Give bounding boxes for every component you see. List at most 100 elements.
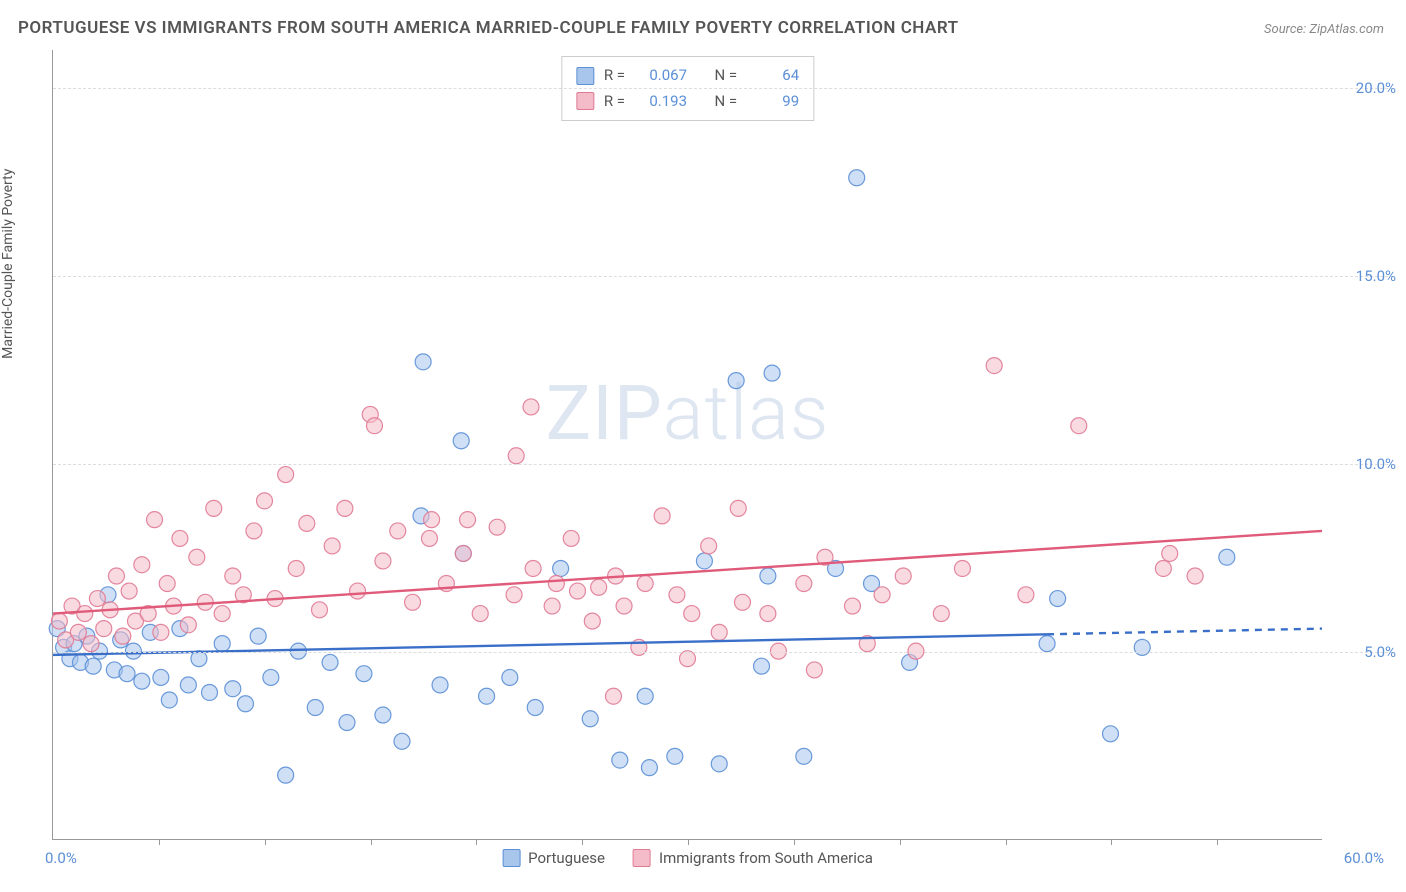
data-point: [696, 553, 712, 569]
data-point: [680, 651, 696, 667]
plot-svg: [53, 50, 1322, 839]
data-point: [453, 433, 469, 449]
data-point: [311, 602, 327, 618]
x-tick: [900, 839, 901, 845]
y-axis-label: Married-Couple Family Poverty: [0, 169, 16, 359]
y-tick-label: 10.0%: [1356, 455, 1396, 473]
data-point: [764, 365, 780, 381]
data-point: [844, 598, 860, 614]
y-tick-label: 20.0%: [1356, 79, 1396, 97]
data-point: [115, 628, 131, 644]
data-point: [895, 568, 911, 584]
data-point: [153, 669, 169, 685]
data-point: [1071, 418, 1087, 434]
series-label-immigrants: Immigrants from South America: [659, 849, 873, 867]
data-point: [350, 583, 366, 599]
data-point: [637, 688, 653, 704]
swatch-portuguese: [502, 849, 520, 867]
data-point: [390, 523, 406, 539]
data-point: [570, 583, 586, 599]
data-point: [161, 692, 177, 708]
data-point: [986, 358, 1002, 374]
data-point: [525, 560, 541, 576]
data-point: [134, 673, 150, 689]
data-point: [1050, 591, 1066, 607]
data-point: [874, 587, 890, 603]
data-point: [1134, 639, 1150, 655]
data-point: [432, 677, 448, 693]
x-tick: [1006, 839, 1007, 845]
data-point: [278, 767, 294, 783]
data-point: [405, 594, 421, 610]
data-point: [849, 170, 865, 186]
data-point: [728, 373, 744, 389]
data-point: [214, 636, 230, 652]
data-point: [641, 760, 657, 776]
data-point: [1018, 587, 1034, 603]
data-point: [108, 568, 124, 584]
data-point: [299, 515, 315, 531]
data-point: [730, 500, 746, 516]
data-point: [605, 688, 621, 704]
data-point: [257, 493, 273, 509]
data-point: [1187, 568, 1203, 584]
data-point: [472, 606, 488, 622]
n-value-immigrants: 99: [747, 89, 799, 115]
swatch-portuguese: [576, 67, 594, 85]
data-point: [250, 628, 266, 644]
data-point: [455, 545, 471, 561]
x-tick: [476, 839, 477, 845]
data-point: [933, 606, 949, 622]
data-point: [684, 606, 700, 622]
series-label-portuguese: Portuguese: [528, 849, 605, 867]
data-point: [760, 606, 776, 622]
n-value-portuguese: 64: [747, 63, 799, 89]
x-tick: [1217, 839, 1218, 845]
data-point: [544, 598, 560, 614]
legend-series: Portuguese Immigrants from South America: [502, 849, 873, 867]
data-point: [356, 666, 372, 682]
data-point: [711, 624, 727, 640]
data-point: [584, 613, 600, 629]
legend-item-portuguese: Portuguese: [502, 849, 605, 867]
data-point: [225, 681, 241, 697]
data-point: [563, 530, 579, 546]
data-point: [424, 512, 440, 528]
data-point: [1039, 636, 1055, 652]
data-point: [375, 707, 391, 723]
data-point: [711, 756, 727, 772]
legend-item-immigrants: Immigrants from South America: [633, 849, 873, 867]
data-point: [51, 613, 67, 629]
data-point: [159, 576, 175, 592]
data-point: [1219, 549, 1235, 565]
data-point: [616, 598, 632, 614]
legend-row-portuguese: R = 0.067 N = 64: [576, 63, 799, 89]
r-value-immigrants: 0.193: [635, 89, 687, 115]
data-point: [366, 418, 382, 434]
data-point: [153, 624, 169, 640]
data-point: [654, 508, 670, 524]
data-point: [375, 553, 391, 569]
data-point: [121, 583, 137, 599]
r-label: R =: [604, 89, 625, 115]
x-tick: [371, 839, 372, 845]
data-point: [527, 700, 543, 716]
data-point: [954, 560, 970, 576]
x-tick: [159, 839, 160, 845]
swatch-immigrants: [633, 849, 651, 867]
n-label: N =: [715, 63, 738, 89]
data-point: [225, 568, 241, 584]
data-point: [637, 576, 653, 592]
data-point: [134, 557, 150, 573]
data-point: [202, 684, 218, 700]
data-point: [415, 354, 431, 370]
data-point: [77, 606, 93, 622]
trend-line: [53, 531, 1322, 614]
data-point: [754, 658, 770, 674]
data-point: [1103, 726, 1119, 742]
data-point: [324, 538, 340, 554]
data-point: [246, 523, 262, 539]
data-point: [553, 560, 569, 576]
data-point: [96, 621, 112, 637]
r-value-portuguese: 0.067: [635, 63, 687, 89]
